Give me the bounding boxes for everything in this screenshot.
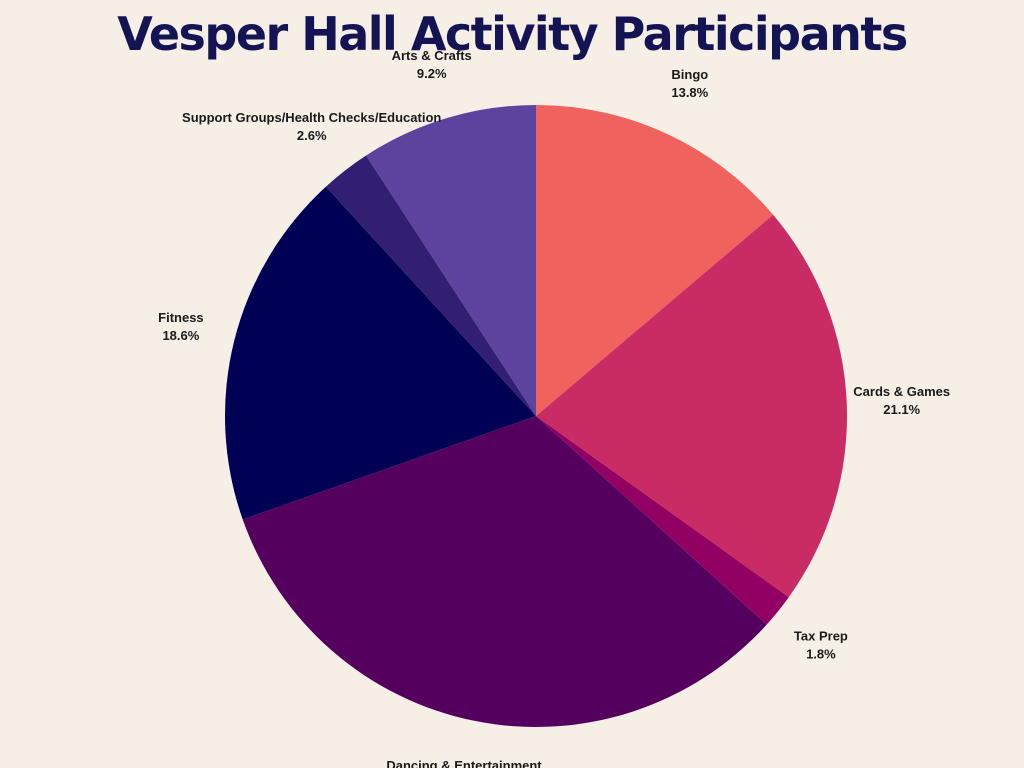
pie-slice-cards-games	[536, 214, 848, 598]
slice-label-name: Tax Prep	[794, 629, 848, 644]
slice-label-value: 18.6%	[162, 328, 199, 343]
slice-label-value: 21.1%	[883, 402, 920, 417]
slice-label-support-groups-health-checks-education: Support Groups/Health Checks/Education 2.…	[182, 110, 441, 143]
pie-slices	[224, 105, 848, 727]
slice-label-tax-prep: Tax Prep 1.8%	[794, 629, 848, 662]
slice-label-value: 13.8%	[671, 85, 708, 100]
slice-label-name: Bingo	[671, 67, 708, 82]
pie-labels: Bingo 13.8% Cards & Games 21.1% Tax Prep 1.8%…	[158, 48, 950, 768]
pie-slice-bingo	[536, 105, 774, 416]
pie-slice-fitness	[224, 186, 536, 520]
slice-label-name: Fitness	[158, 310, 204, 325]
slice-label-cards-games: Cards & Games 21.1%	[853, 384, 950, 417]
chart-title: Vesper Hall Activity Participants	[117, 7, 908, 61]
pie-slice-dancing-entertainment	[242, 416, 767, 727]
slice-label-fitness: Fitness 18.6%	[158, 310, 204, 343]
slice-label-name: Dancing & Entertainment	[386, 758, 542, 768]
slice-label-arts-crafts: Arts & Crafts 9.2%	[392, 48, 472, 81]
slice-label-name: Support Groups/Health Checks/Education	[182, 110, 441, 125]
slice-label-name: Arts & Crafts	[392, 48, 472, 63]
pie-slice-arts-crafts	[366, 105, 536, 416]
slice-label-dancing-entertainment: Dancing & Entertainment32.9%	[386, 758, 542, 768]
slice-label-name: Cards & Games	[853, 384, 950, 399]
slice-label-value: 2.6%	[297, 128, 327, 143]
slice-label-value: 9.2%	[417, 66, 447, 81]
slice-label-value: 1.8%	[806, 647, 836, 662]
slice-label-bingo: Bingo 13.8%	[671, 67, 708, 100]
pie-slice-support-groups-health-checks-education	[325, 155, 536, 416]
pie-slice-tax-prep	[536, 416, 789, 625]
